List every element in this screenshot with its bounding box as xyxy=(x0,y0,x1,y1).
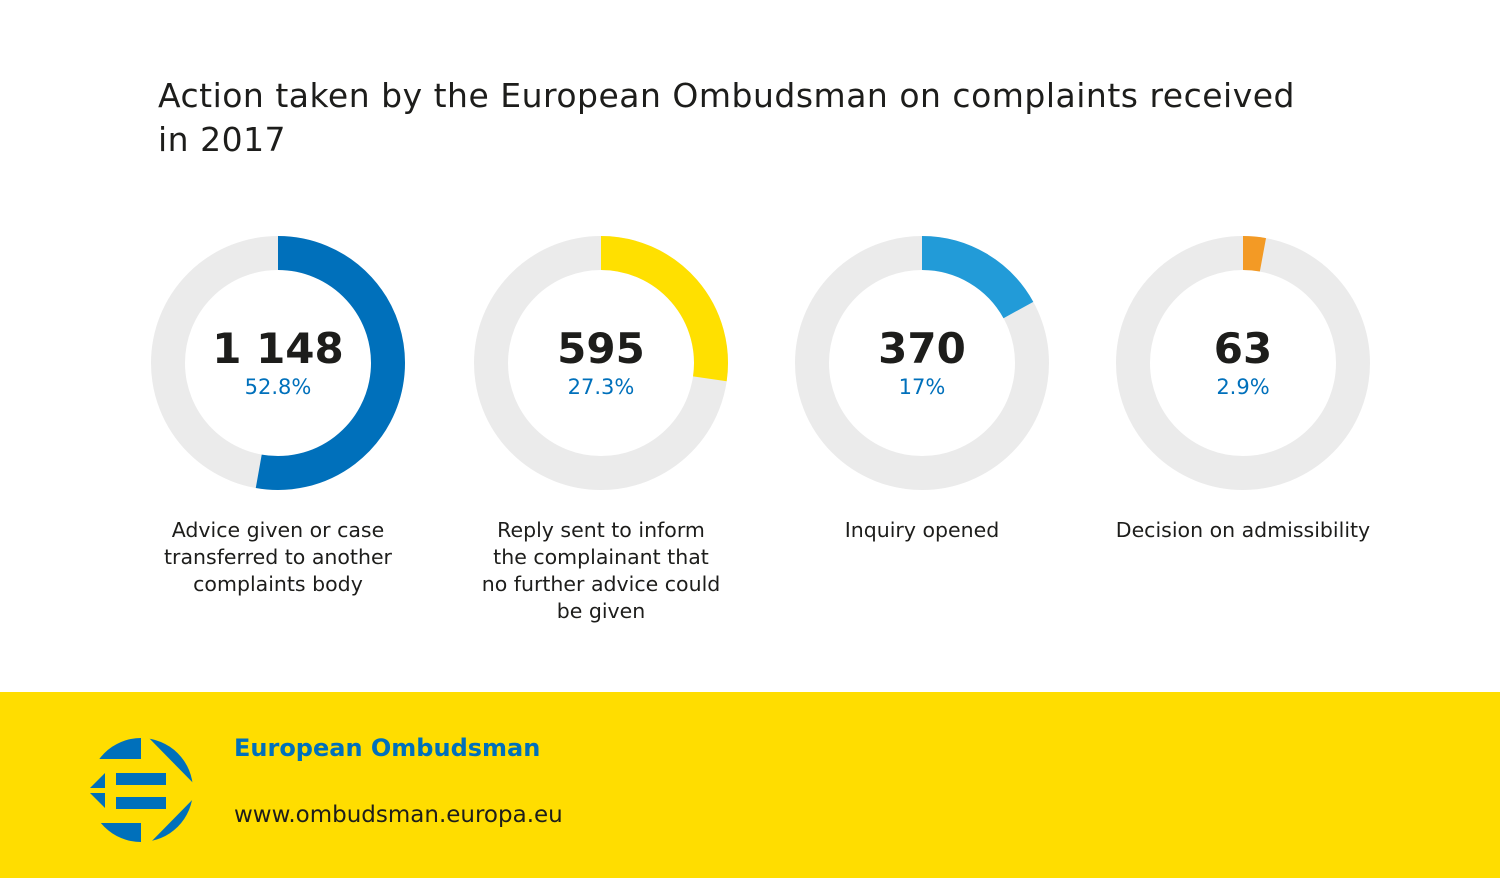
donut-percent: 52.8% xyxy=(244,375,312,399)
organization-name: European Ombudsman xyxy=(234,734,541,762)
donut-percent: 2.9% xyxy=(1216,375,1270,399)
donut-category-label: Advice given or case transferred to anot… xyxy=(164,518,392,596)
donut-segment xyxy=(600,236,728,382)
website-link[interactable]: www.ombudsman.europa.eu xyxy=(234,802,563,828)
european-ombudsman-logo-icon xyxy=(89,738,193,842)
donut-percent: 17% xyxy=(898,375,946,399)
chart-title: Action taken by the European Ombudsman o… xyxy=(158,76,1295,159)
donut-value: 370 xyxy=(878,324,966,373)
footer: European Ombudsman www.ombudsman.europa.… xyxy=(0,692,1500,878)
donut-category-label: Inquiry opened xyxy=(844,518,1000,542)
donut-category-label: Reply sent to inform the complainant tha… xyxy=(481,518,721,623)
donut-value: 595 xyxy=(557,324,645,373)
donut-segment xyxy=(921,236,1034,319)
donut-segment xyxy=(255,236,405,490)
donut-category-label: Decision on admissibility xyxy=(1115,518,1371,542)
donut-segment xyxy=(1242,236,1267,272)
donut-percent: 27.3% xyxy=(567,375,635,399)
donut-charts xyxy=(151,236,1370,490)
donut-value: 1 148 xyxy=(212,324,344,373)
donut-value: 63 xyxy=(1213,324,1273,373)
